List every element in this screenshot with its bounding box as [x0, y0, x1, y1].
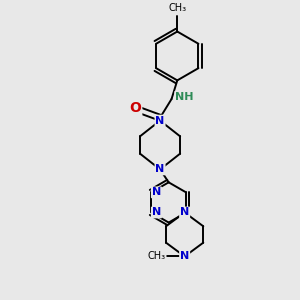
Text: N: N: [155, 164, 165, 174]
Text: N: N: [180, 251, 189, 261]
Text: CH₃: CH₃: [168, 4, 186, 14]
Text: CH₃: CH₃: [148, 251, 166, 261]
Text: N: N: [152, 188, 161, 197]
Text: NH: NH: [175, 92, 194, 102]
Text: N: N: [180, 208, 189, 218]
Text: N: N: [155, 116, 165, 126]
Text: O: O: [129, 101, 141, 115]
Text: N: N: [152, 208, 161, 218]
